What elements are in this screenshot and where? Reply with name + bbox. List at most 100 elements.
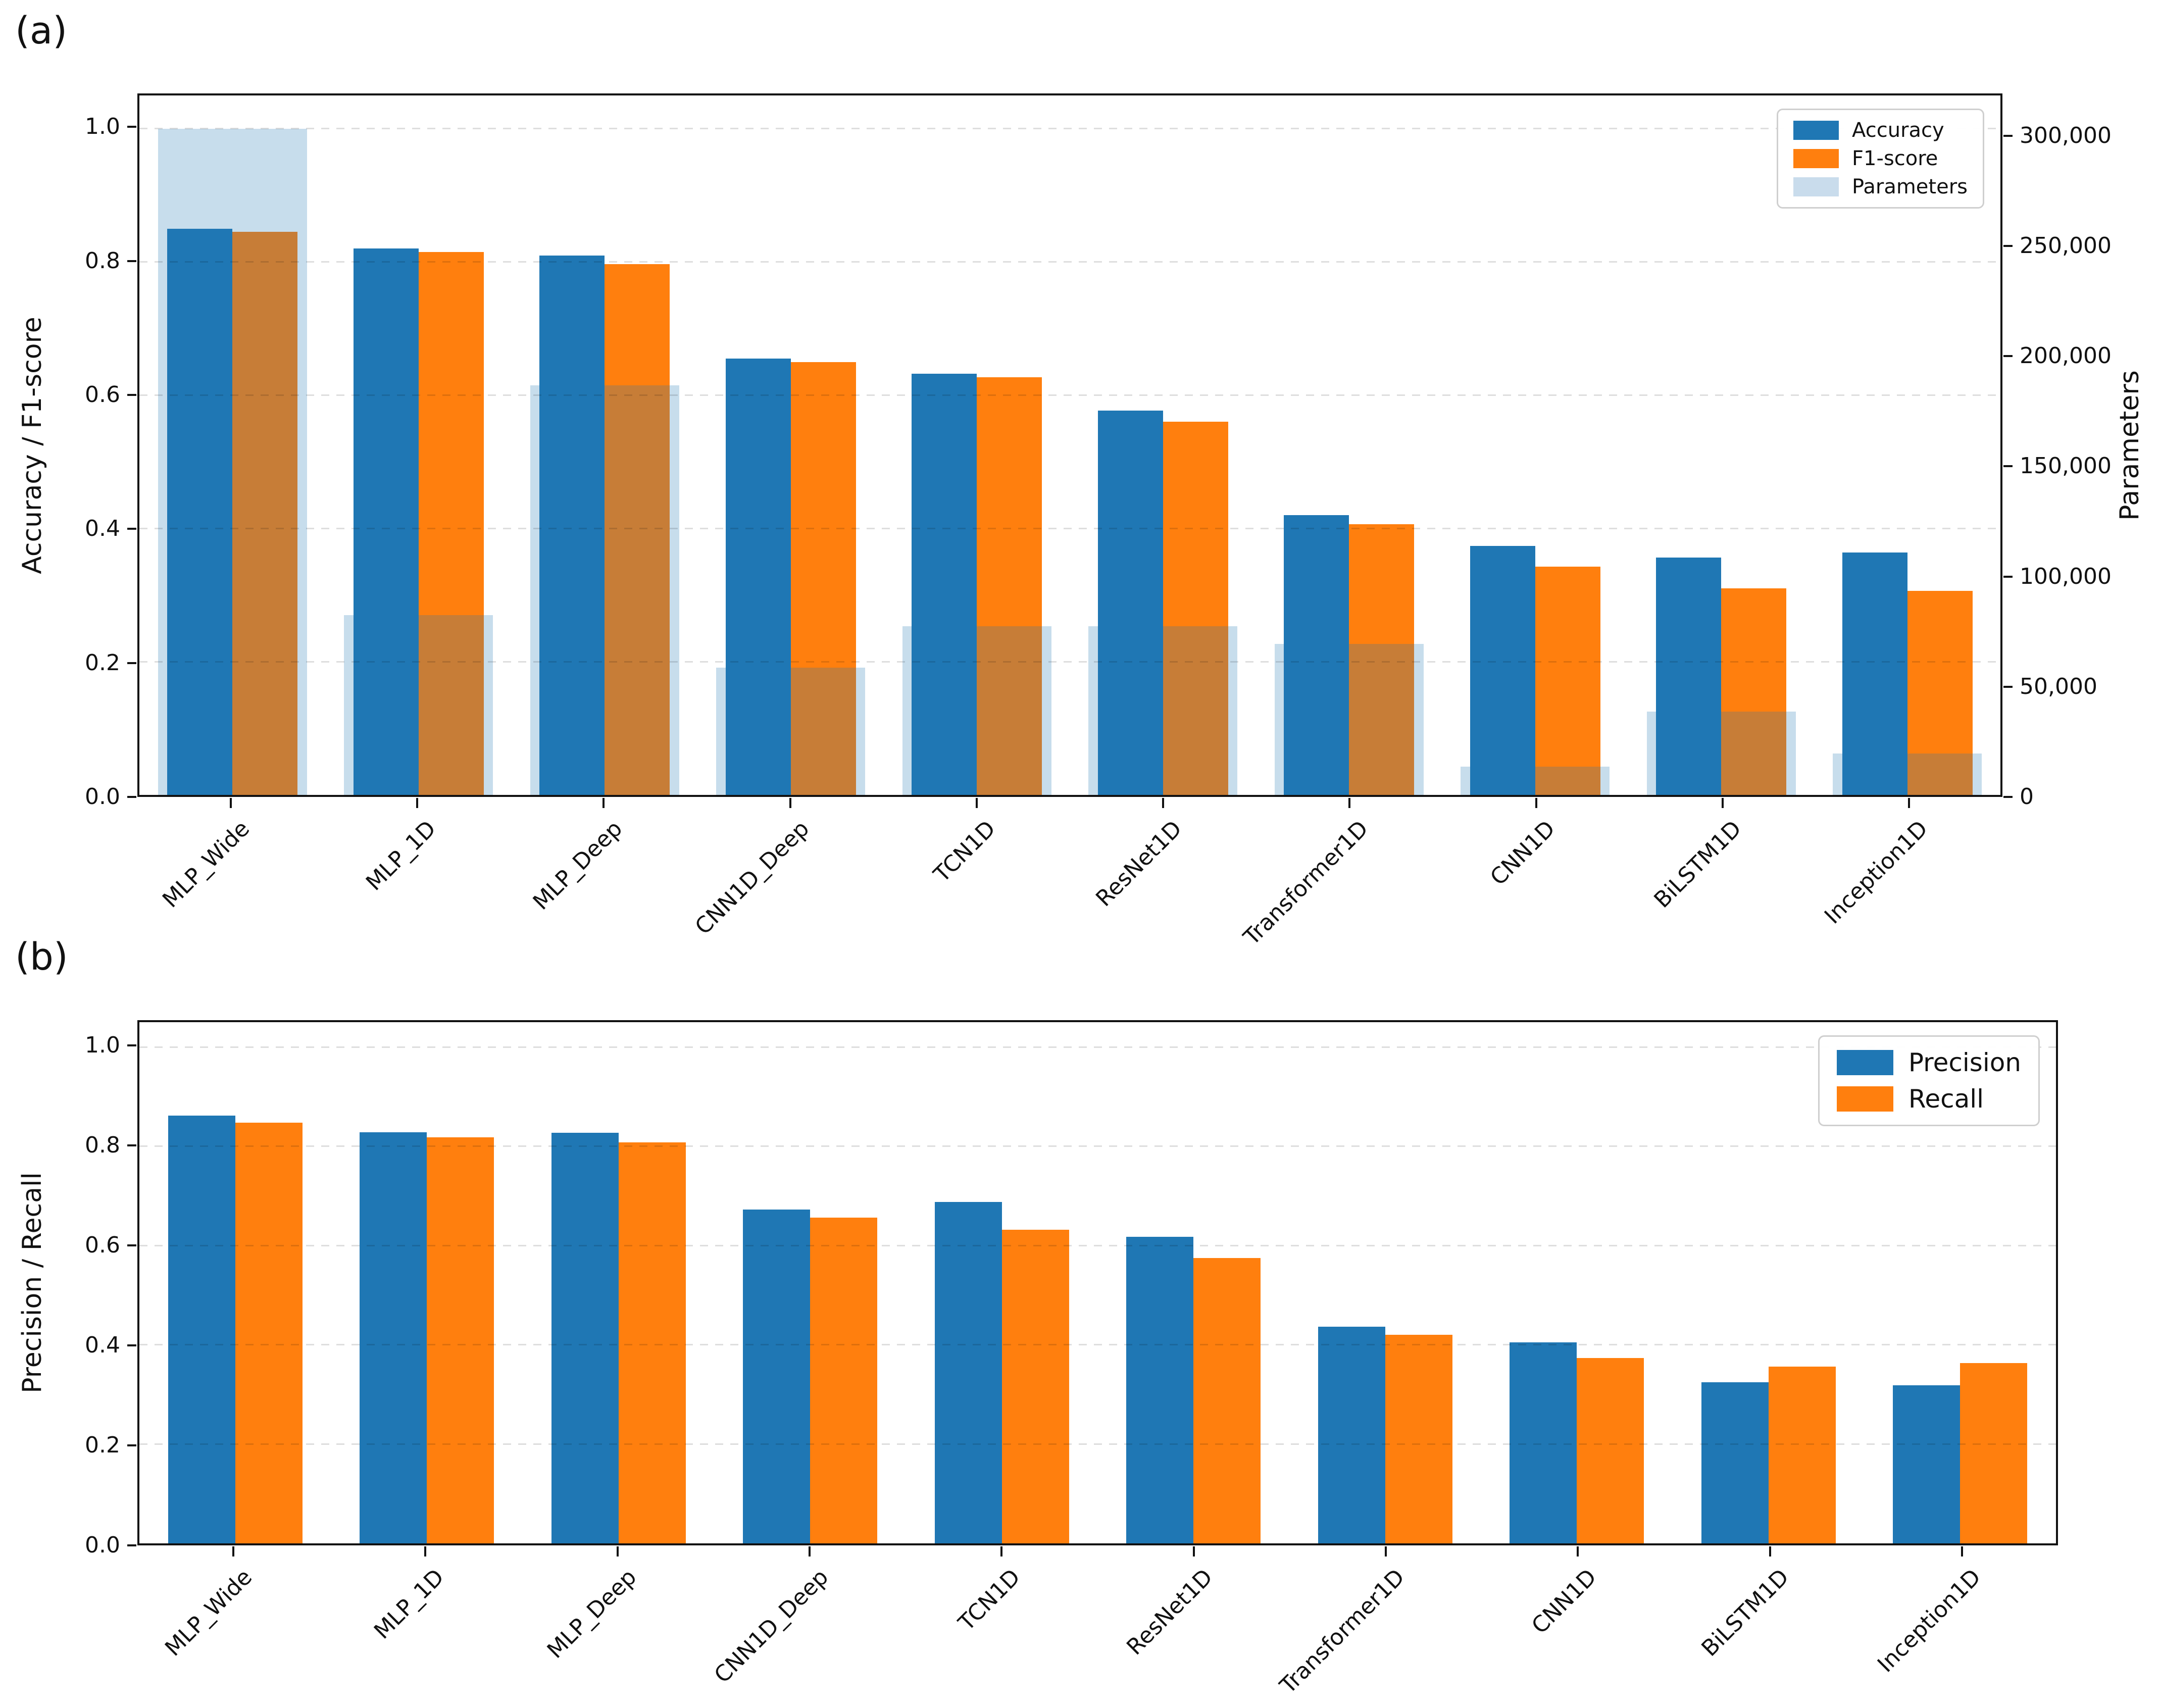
right-y-tick-label: 150,000: [2020, 453, 2112, 479]
y-tick: [127, 260, 136, 262]
bar-parameters-BiLSTM1D: [1646, 712, 1796, 795]
bar-precision-BiLSTM1D: [1701, 1382, 1769, 1543]
bar-f1-score-ResNet1D: [1163, 422, 1228, 795]
x-tick-label-MLP_Wide: MLP_Wide: [160, 1564, 258, 1662]
right-y-tick-label: 50,000: [2020, 673, 2097, 699]
bar-accuracy-MLP_Deep: [539, 255, 605, 795]
x-tick-label-CNN1D: CNN1D: [1527, 1564, 1602, 1639]
bar-precision-Inception1D: [1893, 1385, 1961, 1543]
right-y-tick: [2003, 685, 2013, 688]
bar-parameters-MLP_Wide: [158, 128, 307, 795]
right-y-tick-label: 0: [2020, 784, 2034, 810]
right-y-tick: [2003, 796, 2013, 798]
x-tick: [416, 798, 418, 808]
bar-accuracy-ResNet1D: [1097, 410, 1163, 795]
bar-precision-ResNet1D: [1126, 1236, 1194, 1543]
bar-f1-score-BiLSTM1D: [1721, 588, 1787, 795]
x-tick: [232, 1546, 235, 1556]
gridline-1.0: [139, 1046, 2056, 1048]
x-tick: [1908, 798, 1911, 808]
y-tick: [127, 1244, 136, 1246]
bar-parameters-TCN1D: [902, 626, 1051, 795]
right-y-tick: [2003, 575, 2013, 578]
bar-recall-BiLSTM1D: [1768, 1367, 1836, 1543]
x-tick: [616, 1546, 619, 1556]
x-tick-label-MLP_Deep: MLP_Deep: [542, 1564, 641, 1664]
bar-f1-score-MLP_Wide: [232, 232, 298, 795]
legend-row-accuracy: Accuracy: [1793, 120, 1968, 140]
panel-a-right-axis-label: Parameters: [2115, 370, 2145, 521]
x-tick-label-Inception1D: Inception1D: [1820, 816, 1933, 929]
bar-parameters-Transformer1D: [1274, 643, 1424, 795]
bar-recall-Inception1D: [1960, 1363, 2028, 1543]
bar-recall-MLP_Wide: [235, 1122, 303, 1543]
bar-precision-TCN1D: [934, 1201, 1002, 1543]
legend-swatch-f1-score: [1793, 149, 1839, 168]
x-tick: [809, 1546, 811, 1556]
y-tick: [127, 1444, 136, 1446]
y-tick: [127, 528, 136, 530]
y-tick-label: 0.2: [85, 1432, 120, 1458]
bar-accuracy-CNN1D: [1470, 545, 1535, 795]
bar-precision-Transformer1D: [1318, 1326, 1385, 1543]
bar-accuracy-Inception1D: [1842, 552, 1907, 795]
x-tick: [1577, 1546, 1579, 1556]
bar-f1-score-MLP_1D: [418, 252, 484, 795]
y-tick-label: 0.6: [85, 382, 120, 408]
bar-f1-score-MLP_Deep: [605, 264, 670, 795]
x-tick: [1769, 1546, 1771, 1556]
bar-recall-CNN1D: [1577, 1358, 1644, 1543]
y-tick: [127, 1544, 136, 1546]
x-tick-label-Transformer1D: Transformer1D: [1239, 816, 1374, 950]
legend-label-parameters: Parameters: [1852, 175, 1968, 198]
x-tick: [1535, 798, 1537, 808]
bar-accuracy-Transformer1D: [1284, 515, 1349, 795]
bar-precision-CNN1D: [1510, 1342, 1577, 1543]
bar-parameters-Inception1D: [1833, 753, 1982, 795]
y-tick-label: 0.8: [85, 1132, 120, 1158]
panel-b-axes: Precision Recall: [137, 1020, 2058, 1545]
x-tick: [789, 798, 791, 808]
x-tick: [1192, 1546, 1195, 1556]
bar-recall-Transformer1D: [1385, 1335, 1452, 1543]
x-tick: [1961, 1546, 1963, 1556]
y-tick: [127, 1144, 136, 1146]
y-tick-label: 1.0: [85, 114, 120, 140]
y-tick: [127, 394, 136, 396]
bar-parameters-CNN1D: [1461, 766, 1610, 795]
bar-f1-score-CNN1D: [1535, 566, 1600, 795]
y-tick: [127, 126, 136, 128]
bar-f1-score-TCN1D: [977, 377, 1042, 795]
panel-b-label: (b): [15, 935, 68, 979]
legend-label-accuracy: Accuracy: [1852, 119, 1944, 142]
y-tick-label: 0.0: [85, 784, 120, 810]
x-tick: [1384, 1546, 1387, 1556]
x-tick: [602, 798, 605, 808]
right-y-tick: [2003, 134, 2013, 137]
bar-f1-score-CNN1D_Deep: [790, 362, 856, 795]
bar-accuracy-MLP_1D: [353, 248, 419, 795]
bar-recall-MLP_1D: [427, 1137, 494, 1543]
y-tick: [127, 796, 136, 798]
legend-row-precision: Precision: [1836, 1050, 2021, 1075]
x-tick-label-CNN1D_Deep: CNN1D_Deep: [690, 816, 814, 940]
legend-label-recall: Recall: [1908, 1084, 1984, 1114]
legend-row-f1-score: F1-score: [1793, 148, 1968, 169]
bar-parameters-CNN1D_Deep: [716, 668, 866, 795]
x-tick: [1722, 798, 1724, 808]
panel-a-axes: Accuracy F1-score Parameters: [137, 93, 2002, 797]
gridline-1.0: [139, 128, 2000, 130]
bar-accuracy-CNN1D_Deep: [725, 359, 791, 795]
x-tick-label-CNN1D: CNN1D: [1485, 816, 1560, 891]
x-tick: [975, 798, 978, 808]
right-y-tick-label: 100,000: [2020, 563, 2112, 589]
x-tick-label-Inception1D: Inception1D: [1872, 1564, 1986, 1678]
y-tick: [127, 1344, 136, 1346]
bar-precision-MLP_Wide: [168, 1115, 235, 1543]
panel-a-plot-area: [139, 95, 2000, 795]
x-tick-label-CNN1D_Deep: CNN1D_Deep: [709, 1564, 834, 1688]
y-tick: [127, 1044, 136, 1046]
bar-accuracy-BiLSTM1D: [1656, 558, 1722, 795]
bar-recall-MLP_Deep: [618, 1142, 686, 1543]
